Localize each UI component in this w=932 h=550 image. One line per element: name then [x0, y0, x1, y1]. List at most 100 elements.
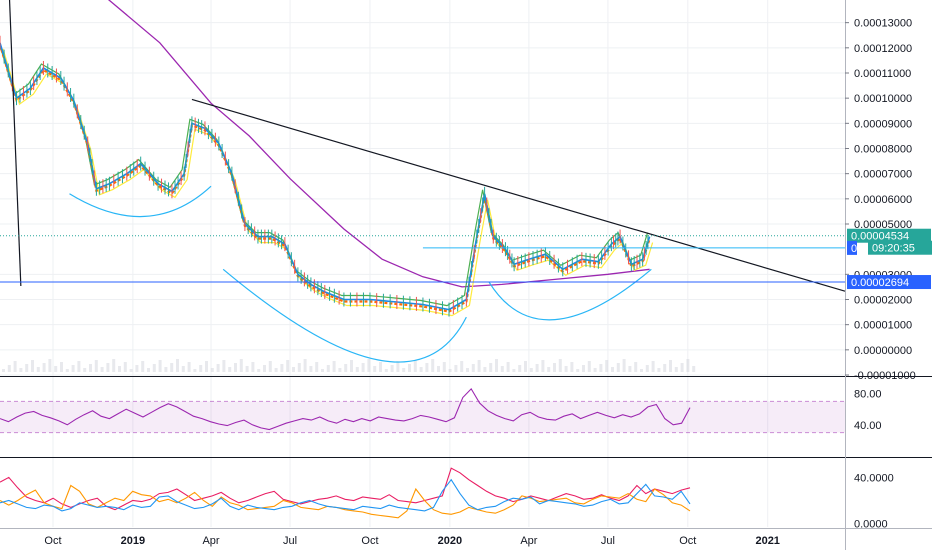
volume-bar — [570, 362, 574, 372]
volume-bar — [94, 360, 98, 372]
price-tick-label: 0.00001000 — [854, 320, 912, 332]
volume-bar — [205, 361, 208, 372]
time-tick-label: Oct — [44, 535, 61, 547]
volume-bar — [251, 362, 255, 372]
volume-bar — [31, 360, 34, 372]
price-tick-label: 0.00011000 — [854, 68, 911, 80]
volume-bar — [245, 366, 249, 372]
time-tick-label: 2019 — [121, 535, 145, 547]
volume-bar — [582, 365, 585, 372]
volume-bar — [442, 362, 446, 372]
volume-bar — [350, 360, 353, 372]
volume-bar — [123, 362, 127, 372]
volume-bar — [483, 367, 487, 372]
volume-bar — [558, 359, 562, 372]
volume-bar — [54, 366, 58, 372]
volume-bar — [309, 366, 313, 372]
volume-bar — [176, 359, 179, 372]
time-tick-label: 2021 — [755, 535, 779, 547]
volume-bar — [518, 365, 522, 372]
volume-bar — [216, 364, 220, 372]
volume-bar — [477, 360, 481, 372]
volume-bar — [118, 366, 121, 372]
time-axis[interactable]: Oct 2019 Apr Jul Oct 2020 Apr Jul Oct 2021 — [44, 535, 780, 547]
volume-bar — [222, 360, 226, 372]
volume-bar — [280, 364, 284, 372]
volume-bar — [135, 365, 139, 372]
volume-bar — [605, 360, 609, 372]
volume-bar — [338, 368, 342, 372]
price-tag — [847, 228, 931, 243]
volume-bar — [431, 359, 435, 372]
price-tick-label: -0.00001000 — [854, 370, 916, 382]
price-tag-label: 0.00004534 — [851, 231, 909, 243]
volume-bar — [36, 367, 40, 372]
volume-bar — [2, 369, 5, 372]
rsi-band — [0, 401, 845, 433]
volume-bar — [199, 365, 203, 372]
price-tick-label: 0.00010000 — [854, 93, 912, 105]
volume-bars — [2, 359, 696, 372]
price-tick-label: 0.00007000 — [854, 169, 912, 181]
volume-bar — [239, 359, 243, 372]
volume-bar — [495, 359, 498, 372]
price-axis[interactable]: 0.00013000 0.00012000 0.00011000 0.00010000… — [845, 18, 916, 382]
volume-bar — [268, 361, 272, 372]
oscillator-line — [0, 467, 691, 511]
oscillator-line — [0, 484, 691, 519]
volume-bar — [524, 361, 527, 372]
volume-bar — [65, 369, 69, 372]
volume-bar — [315, 362, 319, 372]
price-line — [0, 42, 651, 311]
time-tick-label: Oct — [679, 535, 696, 547]
volume-bar — [506, 362, 510, 372]
time-tick-label: Apr — [520, 535, 537, 547]
volume-bar — [263, 365, 266, 372]
trendline[interactable] — [191, 98, 846, 292]
volume-bar — [576, 369, 580, 372]
volume-bar — [210, 368, 214, 372]
volume-bar — [384, 369, 388, 372]
volume-bar — [686, 359, 690, 372]
time-tick-label: Jul — [283, 535, 297, 547]
volume-bar — [164, 367, 168, 372]
volume-bar — [106, 363, 110, 372]
time-tick-label: Oct — [361, 535, 378, 547]
volume-bar — [326, 365, 330, 372]
volume-bar — [663, 364, 667, 372]
volume-bar — [611, 367, 614, 372]
volume-bar — [535, 364, 539, 372]
volume-bar — [147, 368, 150, 372]
volume-bar — [408, 364, 411, 372]
volume-bar — [634, 362, 638, 372]
arc-pattern[interactable] — [488, 268, 652, 321]
price-tick-label: 0.00013000 — [854, 18, 912, 30]
volume-bar — [71, 365, 75, 372]
volume-bar — [7, 365, 11, 372]
volume-bar — [89, 364, 92, 372]
arc-pattern[interactable] — [222, 268, 467, 363]
volume-bar — [402, 368, 406, 372]
volume-bar — [361, 363, 365, 372]
volume-bar — [83, 368, 87, 372]
volume-bar — [42, 363, 46, 372]
trendline-steep[interactable] — [8, 0, 22, 287]
volume-bar — [141, 361, 145, 372]
price-tag-label: 0.00002694 — [851, 277, 909, 289]
volume-bar — [564, 366, 568, 372]
volume-bar — [657, 368, 661, 372]
price-tag — [847, 275, 931, 290]
volume-bar — [396, 361, 400, 372]
rsi-tick-label: 80.00 — [854, 389, 882, 401]
grid — [0, 0, 845, 527]
volume-bar — [466, 368, 469, 372]
arc-pattern[interactable] — [69, 185, 212, 218]
volume-bar — [622, 359, 626, 372]
price-tick-label: 0.00008000 — [854, 143, 912, 155]
time-tick-label: 2020 — [438, 535, 462, 547]
volume-bar — [286, 360, 290, 372]
price-tick-label: 0.00005000 — [854, 219, 912, 231]
volume-bar — [680, 363, 684, 372]
price-tick-label: 0.00006000 — [854, 194, 912, 206]
